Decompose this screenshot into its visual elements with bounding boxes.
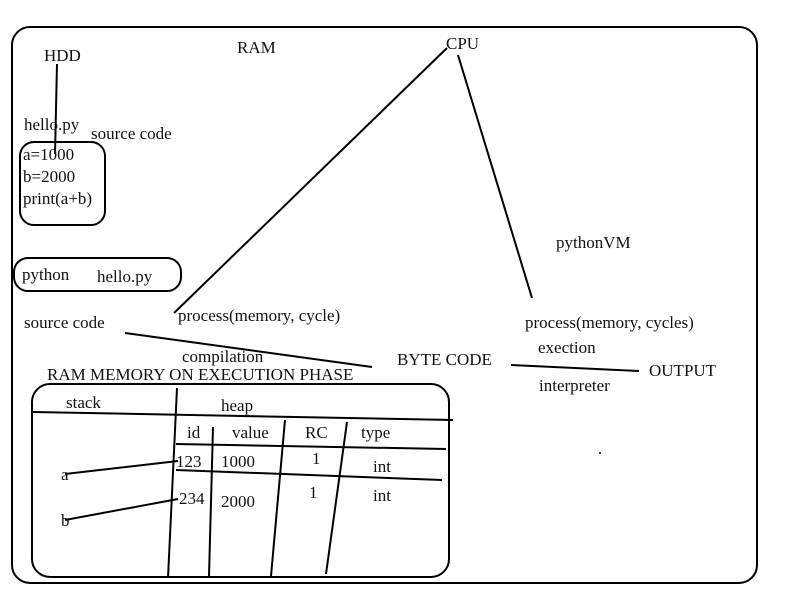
heap-col-line-3 [325,421,348,575]
hdd-connector [54,63,58,155]
heap-header-value: value [232,423,269,442]
code-line-1: a=1000 [23,145,75,164]
pointer-a [64,460,179,475]
heap-row-1-value: 1000 [221,452,255,471]
source-code-box [19,141,106,226]
source-code-top-label: source code [91,124,172,143]
outer-frame [11,26,758,584]
hdd-label: HDD [44,46,81,65]
cpu-to-process-left [173,47,448,314]
heap-row-2-type: int [373,486,391,505]
ram-label: RAM [237,38,276,57]
stack-label: stack [66,393,101,412]
cpu-label: CPU [446,34,480,53]
file-name-label: hello.py [24,115,80,134]
stack-heap-divider [167,387,178,579]
heap-header-rc: RC [305,423,328,442]
source-code-mid-label: source code [24,313,105,332]
heap-row-2-value: 2000 [221,492,255,511]
memory-header-line [32,411,454,421]
interpreter-line [510,364,640,372]
exection-label: exection [538,338,596,357]
code-line-3: print(a+b) [23,189,93,208]
heap-col-line-2 [270,419,286,577]
byte-code-label: BYTE CODE [397,350,492,369]
heap-label: heap [221,396,254,415]
interpreter-label: interpreter [539,376,610,395]
command-file-label: hello.py [97,267,153,286]
heap-col-line-1 [208,426,214,577]
compilation-line [124,332,373,368]
heap-header-id: id [187,423,201,442]
command-box [13,257,182,292]
heap-row-1-rc: 1 [312,449,321,468]
heap-row-line-1 [175,443,447,450]
heap-row-line-2 [175,469,443,481]
heap-row-1-type: int [373,457,391,476]
heap-row-1-id: 123 [176,452,202,471]
pointer-b [64,498,179,521]
command-python-label: python [22,265,70,284]
heap-header-type: type [361,423,391,442]
heap-row-2-id: 234 [179,489,205,508]
code-line-2: b=2000 [23,167,76,186]
process-right-label: process(memory, cycles) [525,313,694,332]
memory-box [31,383,450,578]
stack-var-b: b [61,511,70,530]
cpu-to-process-right [457,54,533,299]
heap-row-2-rc: 1 [309,483,318,502]
process-left-label: process(memory, cycle) [178,306,341,325]
compilation-label: compilation [182,347,264,366]
stray-dot [599,452,601,454]
output-label: OUTPUT [649,361,717,380]
ram-memory-phase-label: RAM MEMORY ON EXECUTION PHASE [47,365,354,384]
stack-var-a: a [61,465,69,484]
python-vm-label: pythonVM [556,233,631,252]
